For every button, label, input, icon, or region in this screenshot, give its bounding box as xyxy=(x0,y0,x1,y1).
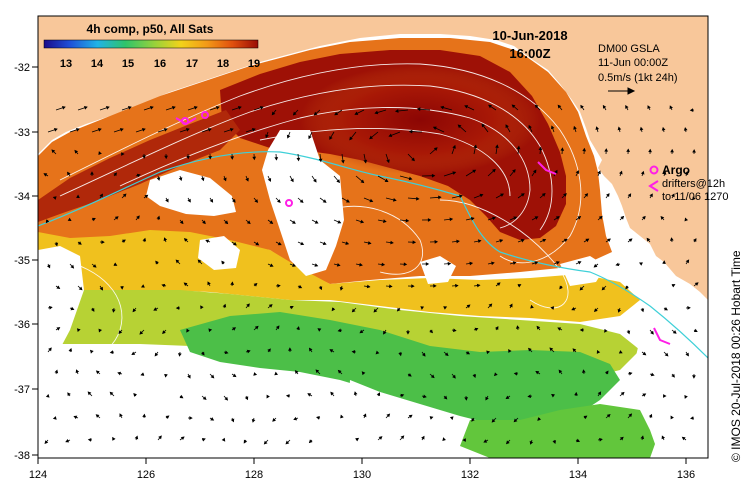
sst-warm-centre xyxy=(300,65,540,175)
colorbar-tick-label: 13 xyxy=(60,58,72,70)
drifter-legend-label: drifters@12h xyxy=(662,178,725,190)
y-tick-label: -34 xyxy=(14,191,30,203)
x-tick-label: 126 xyxy=(137,469,155,481)
x-tick-label: 128 xyxy=(245,469,263,481)
drifter-legend-range: to 11/06 1270 xyxy=(662,191,728,203)
y-tick-label: -38 xyxy=(14,450,30,462)
colorbar-tick-label: 18 xyxy=(217,58,229,70)
x-tick-label: 130 xyxy=(353,469,371,481)
colorbar-title: 4h comp, p50, All Sats xyxy=(87,22,214,36)
credit-text: © IMOS 20-Jul-2018 00:26 Hobart Time xyxy=(729,250,743,462)
x-tick-label: 124 xyxy=(29,469,47,481)
y-tick-label: -32 xyxy=(14,62,30,74)
colorbar-tick-label: 14 xyxy=(91,58,104,70)
x-tick-label: 136 xyxy=(677,469,695,481)
gsla-label: DM00 GSLA xyxy=(598,43,660,55)
x-tick-label: 132 xyxy=(461,469,479,481)
time-label: 16:00Z xyxy=(509,46,550,61)
y-axis: -32 -33 -34 -35 -36 -37 -38 xyxy=(14,62,38,462)
argo-legend-label: Argo xyxy=(662,163,690,177)
date-label: 10-Jun-2018 xyxy=(492,28,567,43)
colorbar-tick-label: 16 xyxy=(154,58,166,70)
x-axis: 124 126 128 130 132 134 136 xyxy=(29,458,695,481)
colorbar-tick-label: 17 xyxy=(186,58,198,70)
colorbar-tick-label: 15 xyxy=(122,58,134,70)
y-tick-label: -36 xyxy=(14,319,30,331)
colorbar-tick-label: 19 xyxy=(248,58,260,70)
gsla-scale: 0.5m/s (1kt 24h) xyxy=(598,72,677,84)
y-tick-label: -37 xyxy=(14,384,30,396)
colorbar-ramp xyxy=(44,40,258,48)
y-tick-label: -33 xyxy=(14,127,30,139)
x-tick-label: 134 xyxy=(569,469,587,481)
gsla-time: 11-Jun 00:00Z xyxy=(598,57,668,69)
y-tick-label: -35 xyxy=(14,255,30,267)
